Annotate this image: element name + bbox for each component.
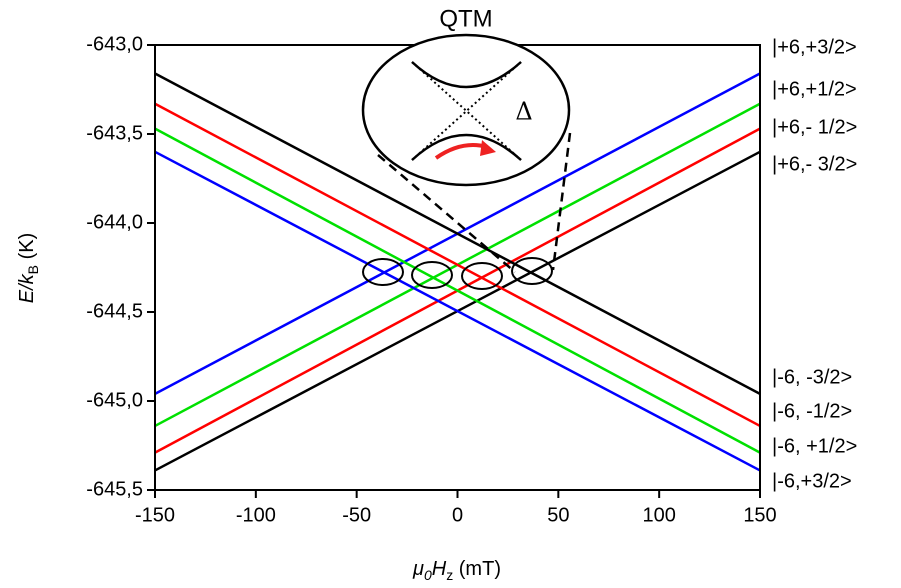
x-tick-label: 100 [642, 504, 675, 526]
chart-title: QTM [439, 5, 492, 32]
level-label: |+6,+1/2> [772, 78, 857, 100]
lower-branch [411, 133, 522, 161]
level-label: |-6, +1/2> [772, 435, 857, 457]
gap-label: Δ [515, 98, 532, 126]
x-label-part: 0 [424, 567, 432, 583]
y-label-part: B [25, 265, 41, 274]
x-label-part: μ [412, 558, 424, 580]
level-label: |+6,+3/2> [772, 36, 857, 58]
level-label: |-6, -3/2> [772, 366, 852, 388]
zoom-line [551, 132, 572, 271]
series-line [154, 150, 761, 472]
crossing-circle [461, 262, 503, 290]
plot-area [154, 72, 761, 472]
level-label: |-6,+3/2> [772, 470, 852, 492]
series-line [154, 102, 761, 428]
level-label: |+6,- 3/2> [772, 153, 857, 175]
y-tick-label: -645,0 [86, 389, 143, 411]
y-label-part: (K) [16, 233, 38, 265]
series-line [154, 127, 761, 454]
y-tick-label: -644,5 [86, 300, 143, 322]
tunnel-arrowhead [480, 140, 496, 156]
y-tick-label: -643,0 [86, 33, 143, 55]
crossing-circle [411, 261, 453, 289]
inset-ellipse [361, 33, 571, 187]
crossing-circle [511, 257, 553, 285]
x-tick-label: 0 [452, 504, 463, 526]
crossing-markers [362, 257, 553, 290]
y-tick-label: -643,5 [86, 122, 143, 144]
x-tick-label: 50 [547, 504, 569, 526]
level-label: |+6,- 1/2> [772, 116, 857, 138]
x-label-part: H [432, 558, 447, 580]
y-axis-label: E/kB (K) [16, 233, 40, 303]
x-axis-label: μ0Hz (mT) [412, 558, 501, 582]
level-label: |-6, -1/2> [772, 400, 852, 422]
upper-branch [411, 61, 522, 89]
series-line [154, 72, 761, 395]
inset: Δ [361, 33, 572, 273]
zoom-line [377, 154, 516, 273]
x-tick-label: 150 [743, 504, 776, 526]
y-label-part: E/k [16, 273, 38, 303]
x-tick-label: -50 [342, 504, 371, 526]
x-tick-label: -150 [135, 504, 175, 526]
x-label-part: (mT) [453, 558, 501, 580]
y-tick-label: -644,0 [86, 211, 143, 233]
x-tick-label: -100 [236, 504, 276, 526]
y-tick-label: -645,5 [86, 478, 143, 500]
crossing-circle [362, 258, 404, 286]
x-label-part: z [446, 567, 453, 583]
